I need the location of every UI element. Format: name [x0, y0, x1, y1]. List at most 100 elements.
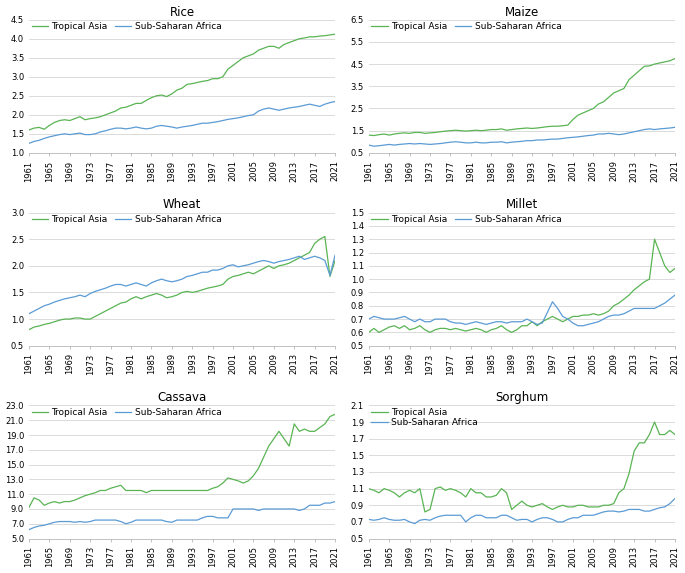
Sub-Saharan Africa — [436, 316, 445, 323]
Tropical Asia — [431, 129, 439, 136]
Tropical Asia — [188, 80, 197, 87]
Sub-Saharan Africa — [331, 498, 339, 505]
Tropical Asia — [96, 113, 104, 120]
Sub-Saharan Africa — [533, 136, 541, 143]
Tropical Asia — [671, 265, 679, 272]
Tropical Asia — [364, 132, 373, 139]
Sub-Saharan Africa — [671, 124, 679, 131]
Tropical Asia — [188, 289, 197, 296]
Sub-Saharan Africa — [25, 526, 33, 533]
Title: Rice: Rice — [169, 6, 195, 18]
Sub-Saharan Africa — [132, 124, 140, 131]
Tropical Asia — [188, 487, 197, 494]
Tropical Asia — [441, 487, 449, 494]
Sub-Saharan Africa — [533, 516, 541, 523]
Tropical Asia — [553, 504, 562, 511]
Tropical Asia — [441, 128, 449, 135]
Sub-Saharan Africa — [290, 254, 299, 261]
Line: Tropical Asia: Tropical Asia — [29, 414, 335, 508]
Tropical Asia — [86, 115, 95, 122]
Sub-Saharan Africa — [441, 139, 449, 146]
Tropical Asia — [132, 487, 140, 494]
Tropical Asia — [208, 75, 216, 82]
Tropical Asia — [549, 313, 557, 320]
Sub-Saharan Africa — [431, 515, 439, 521]
Sub-Saharan Africa — [671, 292, 679, 299]
Tropical Asia — [132, 100, 140, 107]
Sub-Saharan Africa — [671, 495, 679, 502]
Sub-Saharan Africa — [431, 140, 439, 147]
Tropical Asia — [290, 37, 299, 44]
Tropical Asia — [528, 319, 536, 325]
Sub-Saharan Africa — [132, 517, 140, 524]
Line: Sub-Saharan Africa: Sub-Saharan Africa — [369, 499, 675, 524]
Line: Sub-Saharan Africa: Sub-Saharan Africa — [29, 101, 335, 143]
Tropical Asia — [671, 55, 679, 62]
Sub-Saharan Africa — [86, 290, 95, 297]
Sub-Saharan Africa — [528, 319, 536, 325]
Sub-Saharan Africa — [86, 518, 95, 525]
Sub-Saharan Africa — [549, 299, 557, 305]
Legend: Tropical Asia, Sub-Saharan Africa: Tropical Asia, Sub-Saharan Africa — [371, 215, 562, 224]
Tropical Asia — [553, 123, 562, 129]
Tropical Asia — [630, 286, 638, 293]
Tropical Asia — [331, 411, 339, 418]
Sub-Saharan Africa — [477, 512, 485, 519]
Tropical Asia — [651, 419, 659, 426]
Line: Tropical Asia: Tropical Asia — [369, 239, 675, 332]
Tropical Asia — [290, 257, 299, 264]
Sub-Saharan Africa — [96, 128, 104, 135]
Sub-Saharan Africa — [96, 286, 104, 293]
Line: Tropical Asia: Tropical Asia — [29, 34, 335, 130]
Line: Sub-Saharan Africa: Sub-Saharan Africa — [369, 295, 675, 325]
Tropical Asia — [25, 127, 33, 134]
Sub-Saharan Africa — [331, 98, 339, 105]
Tropical Asia — [331, 31, 339, 38]
Sub-Saharan Africa — [188, 272, 197, 279]
Sub-Saharan Africa — [290, 104, 299, 111]
Sub-Saharan Africa — [86, 131, 95, 138]
Tropical Asia — [25, 326, 33, 333]
Tropical Asia — [370, 132, 378, 139]
Tropical Asia — [86, 316, 95, 323]
Title: Sorghum: Sorghum — [495, 391, 549, 405]
Sub-Saharan Africa — [208, 266, 216, 273]
Tropical Asia — [671, 431, 679, 438]
Line: Tropical Asia: Tropical Asia — [369, 58, 675, 136]
Tropical Asia — [635, 67, 643, 74]
Sub-Saharan Africa — [188, 122, 197, 129]
Sub-Saharan Africa — [188, 517, 197, 524]
Tropical Asia — [132, 293, 140, 300]
Legend: Tropical Asia, Sub-Saharan Africa: Tropical Asia, Sub-Saharan Africa — [32, 215, 221, 224]
Sub-Saharan Africa — [370, 143, 378, 150]
Tropical Asia — [25, 504, 33, 511]
Sub-Saharan Africa — [410, 520, 419, 527]
Sub-Saharan Africa — [477, 139, 485, 146]
Tropical Asia — [86, 490, 95, 497]
Sub-Saharan Africa — [364, 142, 373, 148]
Line: Tropical Asia: Tropical Asia — [29, 237, 335, 329]
Tropical Asia — [426, 329, 434, 336]
Sub-Saharan Africa — [441, 512, 449, 519]
Sub-Saharan Africa — [364, 516, 373, 523]
Tropical Asia — [477, 127, 485, 134]
Sub-Saharan Africa — [331, 252, 339, 258]
Sub-Saharan Africa — [96, 517, 104, 524]
Sub-Saharan Africa — [635, 506, 643, 513]
Tropical Asia — [364, 329, 373, 336]
Sub-Saharan Africa — [25, 311, 33, 317]
Title: Millet: Millet — [506, 198, 538, 211]
Tropical Asia — [96, 487, 104, 494]
Sub-Saharan Africa — [553, 136, 562, 143]
Tropical Asia — [533, 124, 541, 131]
Line: Sub-Saharan Africa: Sub-Saharan Africa — [29, 501, 335, 529]
Legend: Tropical Asia, Sub-Saharan Africa: Tropical Asia, Sub-Saharan Africa — [371, 22, 562, 32]
Sub-Saharan Africa — [25, 140, 33, 147]
Tropical Asia — [96, 311, 104, 317]
Line: Tropical Asia: Tropical Asia — [369, 422, 675, 512]
Sub-Saharan Africa — [208, 513, 216, 520]
Tropical Asia — [321, 233, 329, 240]
Tropical Asia — [635, 439, 643, 446]
Tropical Asia — [431, 485, 439, 492]
Tropical Asia — [533, 502, 541, 509]
